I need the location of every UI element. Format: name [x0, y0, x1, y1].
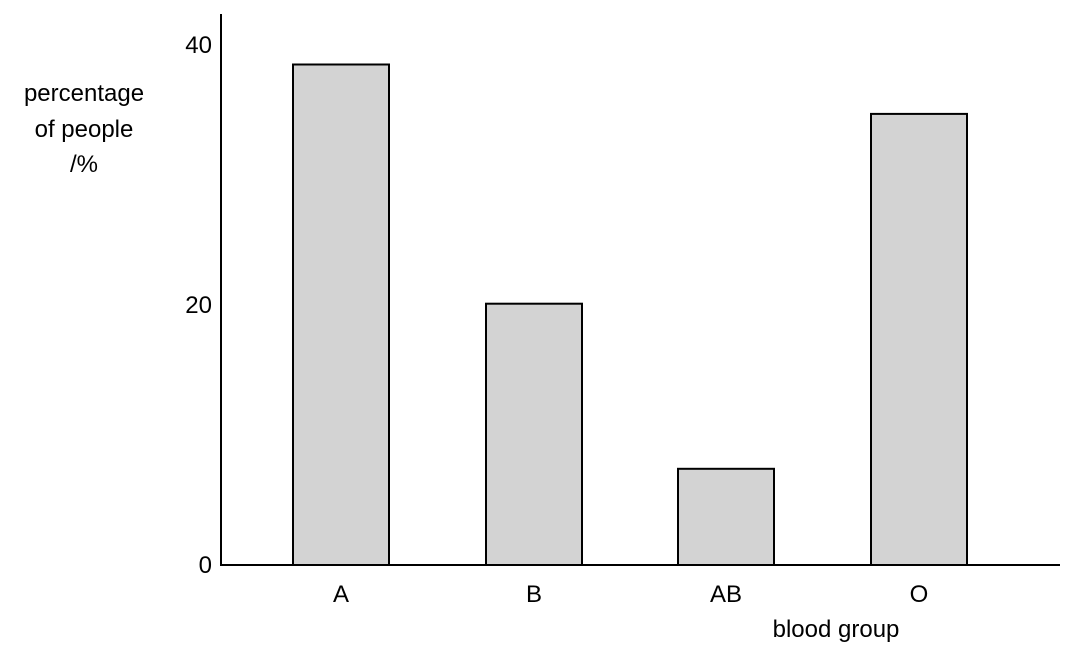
x-tick-label-ab: AB — [710, 581, 742, 608]
y-axis-label-line-3: /% — [70, 151, 98, 178]
x-tick-labels: A B AB O — [333, 581, 928, 608]
x-tick-label-b: B — [526, 581, 542, 608]
y-axis-label-line-1: percentage — [24, 80, 144, 107]
x-tick-label-a: A — [333, 581, 349, 608]
y-tick-label-0: 0 — [199, 552, 212, 579]
y-axis-label-line-2: of people — [35, 116, 134, 143]
bars-group — [292, 63, 968, 567]
bar-b — [485, 302, 583, 566]
x-tick-label-o: O — [910, 581, 929, 608]
bar-a — [292, 63, 390, 566]
bar-ab — [677, 467, 775, 566]
y-tick-label-40: 40 — [185, 32, 212, 59]
bar-o — [870, 112, 968, 567]
x-axis-label: blood group — [773, 616, 900, 643]
y-tick-labels: 0 20 40 — [185, 32, 212, 579]
y-tick-label-20: 20 — [185, 292, 212, 319]
